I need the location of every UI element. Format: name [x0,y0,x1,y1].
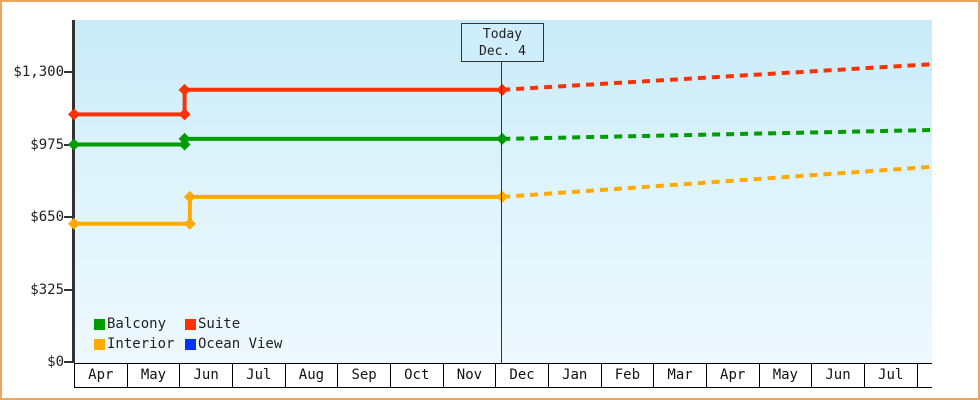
month-cell: Feb [602,364,655,387]
suite-point-marker [178,83,191,96]
month-cell: Sep [338,364,391,387]
plot-svg [68,62,933,230]
month-cell: Apr [75,364,128,387]
chart-legend: Balcony Suite Interior Ocean View [94,314,282,354]
today-date: Dec. 4 [479,43,526,59]
month-cell: May [760,364,813,387]
legend-swatch-ocean-view [185,338,196,350]
legend-label: Balcony [107,316,167,332]
y-tick-label: $325 [30,281,64,298]
suite-price-line [74,87,503,117]
suite-point-marker [178,108,191,121]
month-cell: Jul [865,364,918,387]
month-cell-partial [918,364,933,387]
month-cell: Jan [549,364,602,387]
month-cell: Oct [391,364,444,387]
month-cell: Aug [286,364,339,387]
today-label: Today [482,26,523,42]
interior-price-line [74,194,503,226]
y-tick-mark [64,361,72,363]
legend-label: Ocean View [198,336,283,352]
suite-point-marker [68,108,80,121]
y-tick-label: $975 [30,136,64,153]
y-tick-mark [64,216,72,218]
suite-point-marker [496,83,509,96]
month-cell: Jul [233,364,286,387]
today-marker-line [501,61,502,363]
month-cell: May [128,364,181,387]
interior-forecast-line [502,164,933,199]
balcony-price-line [74,136,503,147]
y-tick-mark [64,71,72,73]
month-cell: Jun [812,364,865,387]
x-axis-month-strip: Apr May Jun Jul Aug Sep Oct Nov Dec Jan Feb Mar Apr M… [74,363,932,388]
y-tick-label: $0 [47,354,64,370]
legend-item-balcony: Balcony [94,316,185,332]
y-tick-label: $1,300 [13,64,64,80]
month-cell: Mar [654,364,707,387]
legend-swatch-balcony [94,318,105,330]
interior-point-marker [183,190,196,203]
interior-point-marker [183,217,196,230]
balcony-point-marker [68,138,80,151]
legend-item-suite: Suite [185,316,282,332]
y-axis-line [72,20,75,363]
interior-point-marker [496,190,509,203]
interior-point-marker [68,217,80,230]
suite-forecast-line [502,62,933,92]
balcony-point-marker [178,132,191,145]
month-cell: Apr [707,364,760,387]
plot-area [74,20,932,363]
legend-swatch-interior [94,338,105,350]
legend-item-interior: Interior [94,336,185,352]
legend-item-ocean-view: Ocean View [185,336,282,352]
month-cell: Jun [180,364,233,387]
balcony-forecast-line [502,128,933,141]
y-tick-label: $650 [30,209,64,225]
legend-swatch-suite [185,318,196,330]
today-annotation-box: Today Dec. 4 [461,23,544,62]
y-tick-mark [64,288,72,291]
balcony-point-marker [496,132,509,145]
month-cell: Dec [496,364,549,387]
month-cell: Nov [444,364,497,387]
legend-label: Suite [198,316,241,332]
legend-label: Interior [107,336,175,352]
